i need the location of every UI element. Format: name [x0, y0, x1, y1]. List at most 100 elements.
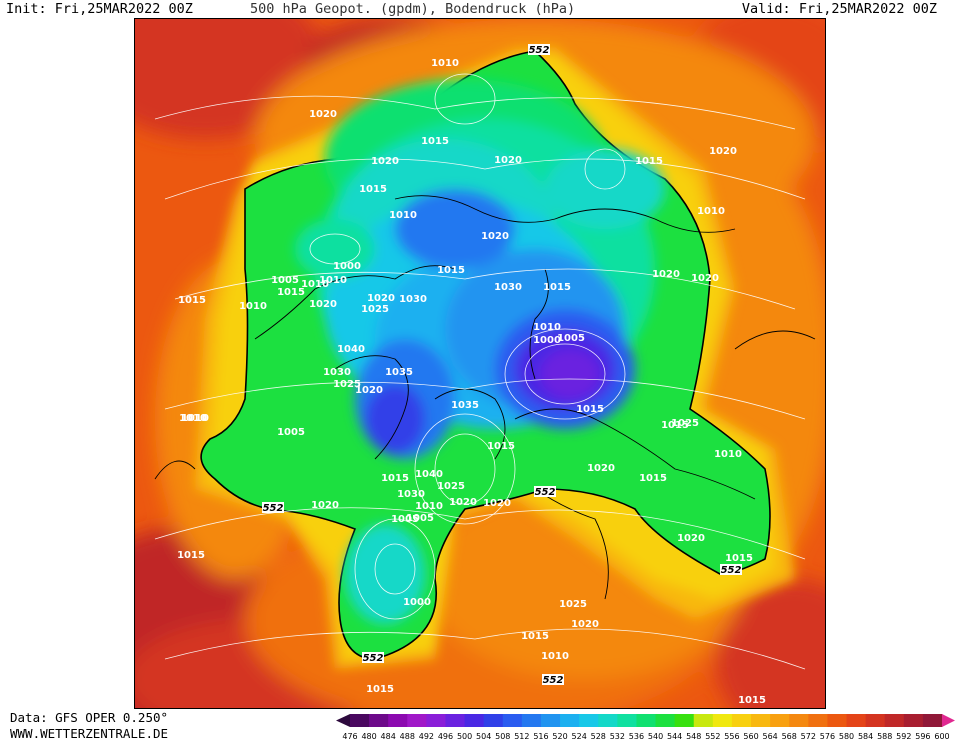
legend-canvas: 476 480 484 488 492 496 500 504 508 512 516 520 524 5…: [336, 714, 955, 741]
legend-tick-label: 492: [419, 732, 434, 741]
legend-swatch: [903, 714, 924, 727]
pressure-label: 1015: [381, 473, 409, 484]
data-source: Data: GFS OPER 0.250°: [10, 710, 169, 725]
svg-text:552: 552: [263, 503, 284, 514]
legend-tick-label: 584: [858, 732, 873, 741]
pressure-label: 1010: [697, 206, 725, 217]
legend-tick-label: 516: [533, 732, 548, 741]
pressure-label: 1015: [359, 184, 387, 195]
pressure-label: 1020: [483, 498, 511, 509]
legend-swatch: [789, 714, 809, 727]
legend-tick-label: 524: [572, 732, 587, 741]
pressure-label: 1010: [239, 301, 267, 312]
legend-tick-label: 508: [495, 732, 510, 741]
pressure-label: 1025: [437, 481, 465, 492]
pressure-label: 1015: [661, 420, 689, 431]
pressure-label: 1030: [494, 282, 522, 293]
map-title: 500 hPa Geopot. (gpdm), Bodendruck (hPa): [250, 1, 576, 17]
legend-tick-label: 564: [762, 732, 777, 741]
legend-swatch: [598, 714, 618, 727]
pressure-label: 1020: [355, 385, 383, 396]
legend-swatch: [350, 714, 370, 727]
legend-arrow-left: [336, 714, 350, 727]
pressure-label: 1010: [389, 210, 417, 221]
pressure-label: 1005: [391, 514, 419, 525]
legend-swatch: [884, 714, 905, 727]
pressure-label: 1010: [431, 58, 459, 69]
init-time: Init: Fri,25MAR2022 00Z: [6, 1, 193, 17]
pressure-label: 1040: [337, 344, 365, 355]
contour-552-label: 552: [534, 486, 556, 498]
isobars: [154, 73, 806, 670]
pressure-label: 1030: [397, 489, 425, 500]
pressure-label: 1015: [639, 473, 667, 484]
legend-tick-label: 592: [896, 732, 911, 741]
contour-552-labels: 552 552 552 552 552 552: [262, 44, 742, 686]
pressure-label: 1015: [437, 265, 465, 276]
legend-swatch: [617, 714, 637, 727]
pressure-label: 1010: [714, 449, 742, 460]
legend-swatch: [560, 714, 580, 727]
legend-swatch: [636, 714, 657, 727]
legend-swatch: [674, 714, 695, 727]
legend-swatch: [579, 714, 599, 727]
svg-text:552: 552: [721, 565, 742, 576]
legend-tick-label: 536: [629, 732, 644, 741]
legend-swatch: [540, 714, 561, 727]
legend-swatch: [808, 714, 828, 727]
weather-map: 1010 1020 1015 1020 1015 1010 1020 1015 1010 1005…: [134, 18, 826, 709]
svg-text:552: 552: [543, 675, 564, 686]
pressure-label: 1025: [333, 379, 361, 390]
pressure-label: 1015: [421, 136, 449, 147]
pressure-label: 1015: [738, 695, 766, 706]
pressure-label: 1000: [533, 335, 561, 346]
legend-swatch: [369, 714, 389, 727]
legend-arrow-right: [942, 714, 955, 727]
pressure-label: 1020: [309, 109, 337, 120]
pressure-label: 1005: [406, 513, 434, 524]
pressure-label: 1020: [481, 231, 509, 242]
pressure-label: 1015: [177, 550, 205, 561]
legend-tick-label: 528: [591, 732, 606, 741]
legend-swatch: [407, 714, 427, 727]
pressure-label: 1010: [179, 413, 207, 424]
legend-swatch: [445, 714, 466, 727]
pressure-label: 1005: [557, 333, 585, 344]
legend-swatch: [731, 714, 752, 727]
pressure-label: 1020: [494, 155, 522, 166]
pressure-label: 1025: [559, 599, 587, 610]
legend-tick-label: 596: [915, 732, 930, 741]
contour-552-label: 552: [542, 674, 564, 686]
legend-tick-label: 488: [400, 732, 415, 741]
legend-tick-label: 476: [342, 732, 357, 741]
pressure-label: 1010: [541, 651, 569, 662]
pressure-label: 1020: [677, 533, 705, 544]
pressure-label: 1020: [709, 146, 737, 157]
pressure-label: 1010: [319, 275, 347, 286]
pressure-label: 1035: [451, 400, 479, 411]
legend-tick-label: 552: [705, 732, 720, 741]
legend-tick-label: 576: [820, 732, 835, 741]
legend-tick-label: 504: [476, 732, 491, 741]
pressure-label: 1005: [277, 427, 305, 438]
legend-swatch: [712, 714, 733, 727]
legend-tick-label: 572: [801, 732, 816, 741]
pressure-label: 1010: [301, 279, 329, 290]
legend-swatch: [827, 714, 848, 727]
valid-time: Valid: Fri,25MAR2022 00Z: [741, 1, 937, 17]
legend-swatch: [483, 714, 504, 727]
legend-tick-label: 496: [438, 732, 453, 741]
legend-swatch: [770, 714, 790, 727]
pressure-label: 1005: [271, 275, 299, 286]
pressure-label: 1010: [415, 501, 443, 512]
pressure-label: 1015: [543, 282, 571, 293]
legend-tick-label: 580: [839, 732, 854, 741]
legend-tick-label: 588: [877, 732, 892, 741]
pressure-label: 1020: [449, 497, 477, 508]
legend-swatch: [464, 714, 485, 727]
pressure-label: 1010: [181, 413, 209, 424]
pressure-label: 1015: [277, 287, 305, 298]
legend-tick-label: 600: [934, 732, 949, 741]
pressure-label: 1020: [311, 500, 339, 511]
legend-tick-label: 548: [686, 732, 701, 741]
